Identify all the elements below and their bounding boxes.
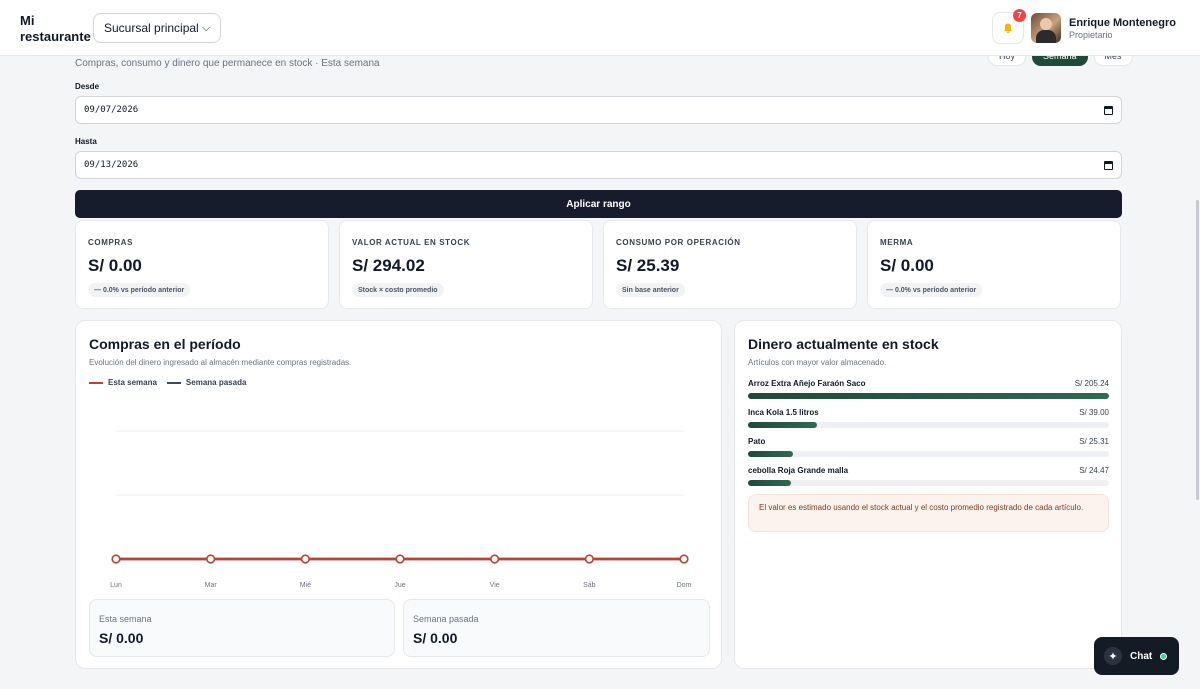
kpi-card-merma: MERMA S/ 0.00 — 0.0% vs período anterior	[867, 220, 1121, 309]
data-point[interactable]	[206, 554, 216, 564]
summary-value: S/ 0.00	[413, 630, 458, 646]
stock-item-name: Inca Kola 1.5 litros	[748, 408, 819, 417]
stock-bar-fill	[748, 422, 817, 428]
stock-item-name: Arroz Extra Añejo Faraón Saco	[748, 379, 866, 388]
summary-this-week: Esta semana S/ 0.00	[89, 599, 395, 657]
data-point[interactable]	[584, 554, 594, 564]
summary-value: S/ 0.00	[99, 630, 144, 646]
stock-bar-track	[748, 393, 1109, 399]
list-item: cebolla Roja Grande malla S/ 24.47	[748, 466, 1109, 490]
stock-item-value: S/ 39.00	[1079, 408, 1109, 417]
stock-bar-track	[748, 480, 1109, 486]
legend-label: Esta semana	[108, 378, 157, 387]
from-label: Desde	[75, 82, 100, 91]
purchases-card: Compras en el período Evolución del dine…	[75, 320, 722, 669]
legend-swatch	[89, 381, 103, 384]
notification-badge: 7	[1013, 9, 1026, 22]
stock-bar-track	[748, 422, 1109, 428]
x-tick-label: Jue	[394, 582, 405, 589]
x-tick-label: Vie	[490, 582, 500, 589]
apply-range-button[interactable]: Aplicar rango	[75, 190, 1122, 218]
legend-item: Esta semana	[89, 378, 157, 387]
calendar-icon[interactable]	[1104, 105, 1113, 115]
from-date-input[interactable]: 09/07/2026	[75, 96, 1122, 124]
kpi-label: VALOR ACTUAL EN STOCK	[352, 238, 471, 247]
branch-select-value: Sucursal principal	[104, 21, 199, 35]
chevron-down-icon: ⌵	[202, 22, 210, 34]
kpi-label: COMPRAS	[88, 238, 134, 247]
kpi-value: S/ 0.00	[88, 256, 142, 275]
stock-item-value: S/ 24.47	[1079, 466, 1109, 475]
kpi-note: Sin base anterior	[616, 283, 685, 297]
data-point[interactable]	[679, 554, 689, 564]
chat-label: Chat	[1130, 650, 1153, 662]
kpi-note: Stock × costo promedio	[352, 283, 444, 297]
x-tick-label: Mié	[300, 582, 311, 589]
list-item: Pato S/ 25.31	[748, 437, 1109, 461]
page-scrollbar[interactable]	[1196, 200, 1199, 500]
purchases-title: Compras en el período	[89, 336, 241, 352]
kpi-value: S/ 25.39	[616, 256, 680, 275]
online-status-dot	[1160, 652, 1168, 660]
to-date-value: 09/13/2026	[84, 160, 139, 170]
sparkle-icon: ✦	[1104, 647, 1122, 665]
x-tick-label: Sáb	[583, 582, 596, 589]
kpi-value: S/ 0.00	[880, 256, 934, 275]
legend-item: Semana pasada	[166, 378, 247, 387]
summary-last-week: Semana pasada S/ 0.00	[403, 599, 710, 657]
bell-icon	[1004, 23, 1012, 34]
stock-bar-track	[748, 451, 1109, 457]
legend-swatch	[166, 381, 181, 384]
data-point[interactable]	[395, 554, 405, 564]
summary-label: Esta semana	[99, 614, 152, 624]
kpi-card-compras: COMPRAS S/ 0.00 — 0.0% vs período anteri…	[75, 220, 329, 309]
x-tick-label: Mar	[205, 582, 218, 589]
brand-name: Mi restaurante	[20, 13, 91, 44]
x-tick-label: Lun	[110, 582, 122, 589]
stock-bar-fill	[748, 480, 792, 486]
top-bar: Mi restaurante Sucursal principal ⌵ 7 En…	[0, 0, 1200, 56]
data-point[interactable]	[111, 554, 121, 564]
kpi-label: CONSUMO POR OPERACIÓN	[616, 238, 741, 247]
x-tick-label: Dom	[677, 582, 692, 589]
kpi-label: MERMA	[880, 238, 914, 247]
data-point[interactable]	[300, 554, 310, 564]
kpi-card-valor-stock: VALOR ACTUAL EN STOCK S/ 294.02 Stock × …	[339, 220, 593, 309]
page-subtitle: Compras, consumo y dinero que permanece …	[75, 58, 380, 69]
stock-card: Dinero actualmente en stock Artículos co…	[734, 320, 1122, 669]
kpi-note: — 0.0% vs período anterior	[88, 283, 191, 297]
stock-bar-fill	[748, 393, 1109, 399]
chart-legend: Esta semana Semana pasada	[89, 378, 246, 387]
purchases-line-chart: Lun Mar Mié Jue Vie Sáb Dom	[110, 430, 692, 589]
kpi-note: — 0.0% vs período anterior	[880, 283, 983, 297]
user-name: Enrique Montenegro	[1069, 17, 1176, 29]
user-role: Propietario	[1069, 30, 1113, 40]
summary-label: Semana pasada	[413, 614, 479, 624]
stock-item-name: cebolla Roja Grande malla	[748, 466, 849, 475]
branch-select[interactable]: Sucursal principal ⌵	[93, 13, 221, 43]
stock-note: El valor es estimado usando el stock act…	[748, 494, 1109, 532]
chat-button[interactable]: ✦ Chat	[1094, 637, 1179, 675]
to-date-input[interactable]: 09/13/2026	[75, 151, 1122, 179]
stock-title: Dinero actualmente en stock	[748, 336, 939, 352]
stock-item-value: S/ 205.24	[1074, 379, 1109, 388]
to-label: Hasta	[75, 137, 97, 146]
calendar-icon[interactable]	[1104, 160, 1113, 170]
from-date-value: 09/07/2026	[84, 105, 139, 115]
stock-description: Artículos con mayor valor almacenado.	[748, 358, 887, 367]
kpi-card-consumo: CONSUMO POR OPERACIÓN S/ 25.39 Sin base …	[603, 220, 857, 309]
legend-label: Semana pasada	[185, 378, 247, 387]
list-item: Inca Kola 1.5 litros S/ 39.00	[748, 408, 1109, 432]
avatar[interactable]	[1031, 13, 1061, 43]
kpi-value: S/ 294.02	[352, 256, 425, 275]
notifications-button[interactable]: 7	[992, 9, 1026, 44]
stock-bar-fill	[748, 451, 793, 457]
data-point[interactable]	[490, 554, 500, 564]
purchases-description: Evolución del dinero ingresado al almacé…	[89, 358, 352, 367]
stock-item-value: S/ 25.31	[1079, 437, 1109, 446]
list-item: Arroz Extra Añejo Faraón Saco S/ 205.24	[748, 379, 1109, 403]
stock-item-name: Pato	[748, 437, 766, 446]
